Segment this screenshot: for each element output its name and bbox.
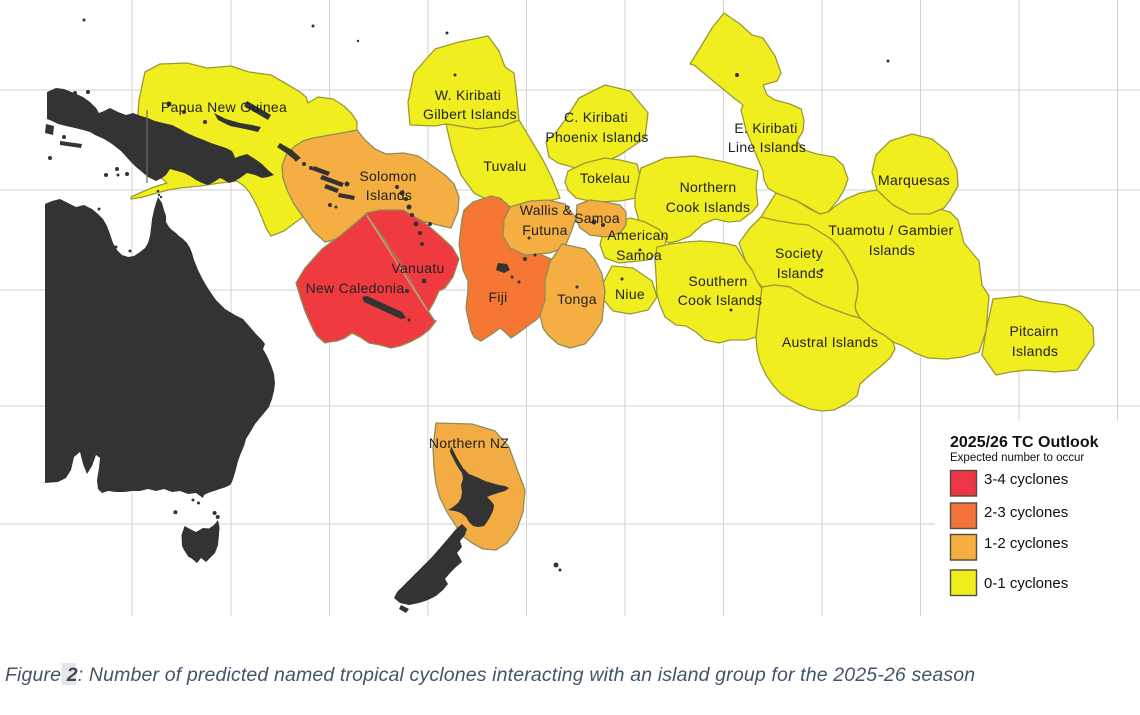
svg-text:Vanuatu: Vanuatu: [391, 260, 444, 276]
svg-text:Expected number to occur: Expected number to occur: [950, 452, 1084, 464]
svg-text:Futuna: Futuna: [522, 222, 567, 238]
svg-text:Papua New Guinea: Papua New Guinea: [161, 99, 287, 115]
svg-text:Northern: Northern: [680, 179, 737, 195]
svg-text:3-4 cyclones: 3-4 cyclones: [984, 471, 1068, 488]
svg-text:Samoa: Samoa: [574, 210, 620, 226]
svg-text:Niue: Niue: [615, 286, 645, 302]
svg-text:Northern NZ: Northern NZ: [429, 435, 509, 451]
svg-text:Solomon: Solomon: [359, 168, 416, 184]
svg-text:Society: Society: [775, 245, 823, 261]
svg-text:0-1 cyclones: 0-1 cyclones: [984, 575, 1068, 592]
svg-text:1-2 cyclones: 1-2 cyclones: [984, 535, 1068, 552]
svg-text:W. Kiribati: W. Kiribati: [435, 87, 501, 103]
svg-text:2025/26 TC Outlook: 2025/26 TC Outlook: [950, 434, 1099, 451]
svg-text:Islands: Islands: [869, 242, 915, 258]
svg-text:C. Kiribati: C. Kiribati: [564, 109, 628, 125]
svg-text:2-3 cyclones: 2-3 cyclones: [984, 504, 1068, 521]
svg-text:Islands: Islands: [366, 187, 412, 203]
svg-text:Tokelau: Tokelau: [580, 170, 630, 186]
svg-text:Phoenix Islands: Phoenix Islands: [545, 129, 648, 145]
svg-text:Cook Islands: Cook Islands: [666, 199, 751, 215]
svg-text:New Caledonia: New Caledonia: [306, 280, 405, 296]
svg-text:Austral Islands: Austral Islands: [782, 334, 878, 350]
svg-text:Wallis &: Wallis &: [520, 202, 573, 218]
svg-text:Cook Islands: Cook Islands: [678, 292, 763, 308]
svg-text:Gilbert Islands: Gilbert Islands: [423, 106, 517, 122]
svg-text:Line Islands: Line Islands: [728, 139, 806, 155]
svg-text:Samoa: Samoa: [616, 247, 662, 263]
svg-text:Figure 2: Number of predicted: Figure 2: Number of predicted named trop…: [5, 664, 975, 686]
svg-text:American: American: [607, 227, 669, 243]
svg-text:Tonga: Tonga: [557, 291, 597, 307]
svg-text:Fiji: Fiji: [488, 289, 507, 305]
svg-text:Tuvalu: Tuvalu: [483, 158, 526, 174]
svg-text:E. Kiribati: E. Kiribati: [734, 120, 797, 136]
svg-text:Pitcairn: Pitcairn: [1009, 323, 1058, 339]
svg-text:Marquesas: Marquesas: [878, 172, 950, 188]
svg-text:Tuamotu / Gambier: Tuamotu / Gambier: [828, 222, 953, 238]
svg-text:Islands: Islands: [1012, 343, 1058, 359]
svg-text:Southern: Southern: [688, 273, 747, 289]
svg-text:Islands: Islands: [777, 265, 823, 281]
